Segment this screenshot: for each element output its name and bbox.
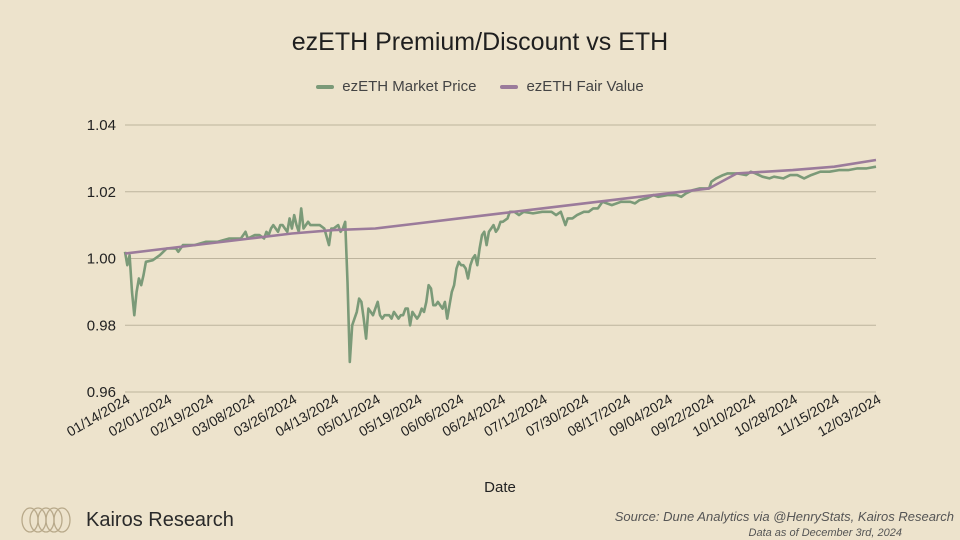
y-tick-label: 1.04 xyxy=(87,117,116,134)
x-axis-ticks: 01/14/202402/01/202402/19/202403/08/2024… xyxy=(64,391,884,440)
legend-entry-fair[interactable]: ezETH Fair Value xyxy=(500,78,644,95)
legend-swatch-fair xyxy=(500,84,519,89)
series-line-market-price xyxy=(123,165,877,364)
y-tick-label: 1.02 xyxy=(87,184,116,201)
legend-label-fair: ezETH Fair Value xyxy=(526,78,644,95)
gridlines xyxy=(125,124,876,393)
y-tick-label: 1.00 xyxy=(87,251,116,268)
series-line-fair-value xyxy=(124,158,877,255)
legend-entry-market[interactable]: ezETH Market Price xyxy=(316,78,476,95)
series-lines xyxy=(123,158,877,364)
x-axis-label: Date xyxy=(484,479,516,496)
y-axis-ticks: 0.96 0.98 1.00 1.02 1.04 xyxy=(87,117,116,401)
legend: ezETH Market Price ezETH Fair Value xyxy=(0,78,960,95)
chart-title: ezETH Premium/Discount vs ETH xyxy=(291,28,669,56)
y-tick-label: 0.98 xyxy=(87,317,116,334)
y-tick-label: 0.96 xyxy=(87,384,116,401)
source-note: Source: Dune Analytics via @HenryStats, … xyxy=(614,509,954,524)
brand-name: Kairos Research xyxy=(86,508,234,531)
kairos-logo-icon xyxy=(21,507,71,533)
date-note: Data as of December 3rd, 2024 xyxy=(748,527,902,539)
legend-label-market: ezETH Market Price xyxy=(342,78,477,95)
brand-logo: Kairos Research xyxy=(18,506,234,534)
legend-swatch-market xyxy=(316,84,335,89)
